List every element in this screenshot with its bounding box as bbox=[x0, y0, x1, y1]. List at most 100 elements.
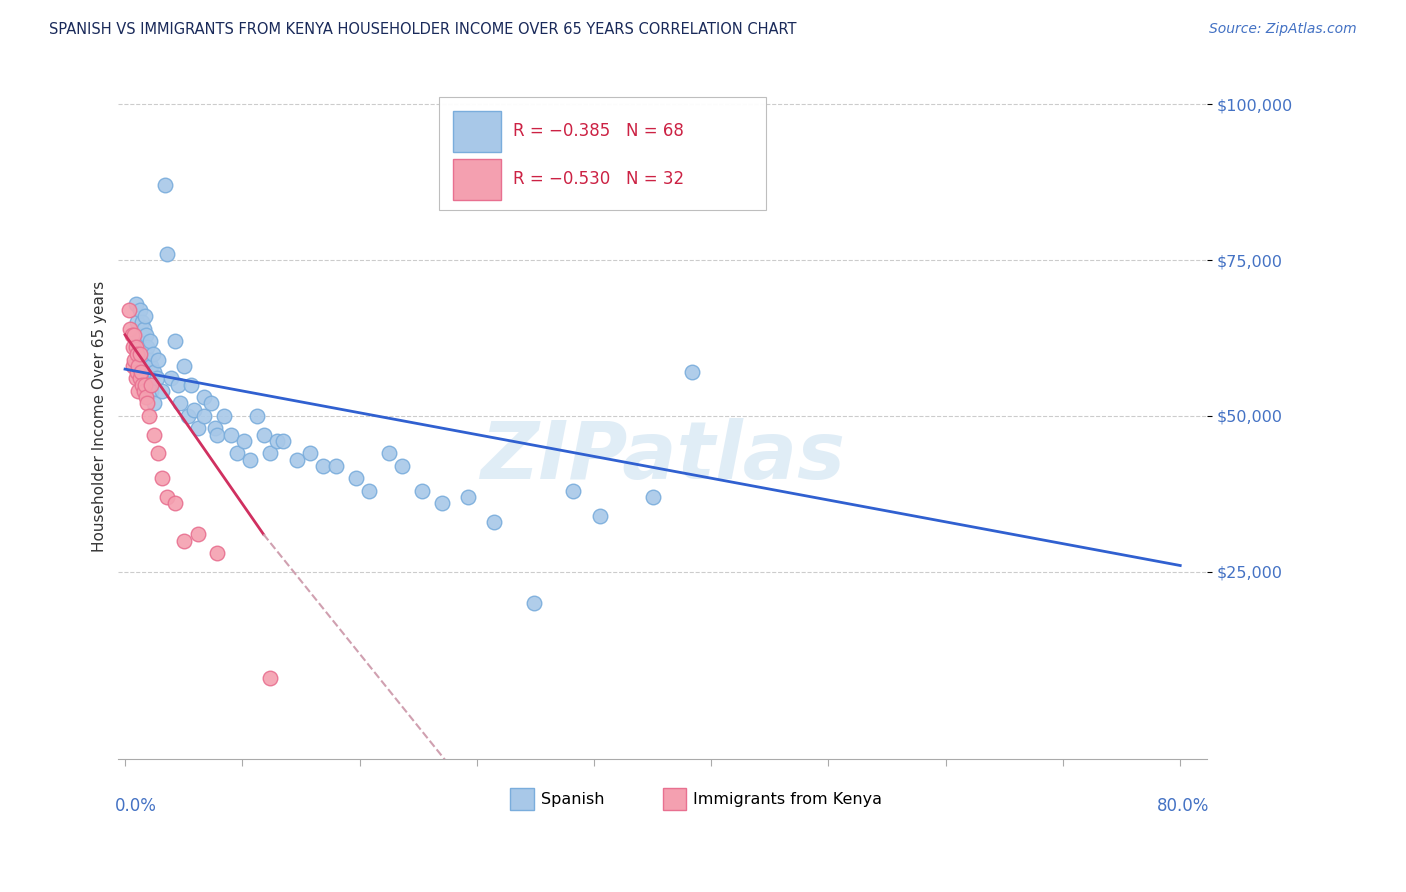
Point bbox=[138, 377, 160, 392]
Point bbox=[484, 515, 506, 529]
Point bbox=[124, 371, 146, 385]
Point bbox=[135, 327, 157, 342]
Text: Immigrants from Kenya: Immigrants from Kenya bbox=[693, 792, 882, 806]
Point bbox=[681, 365, 703, 379]
Point bbox=[285, 452, 308, 467]
FancyBboxPatch shape bbox=[662, 789, 686, 810]
Point bbox=[131, 315, 153, 329]
Point bbox=[219, 427, 242, 442]
Text: R = −0.530   N = 32: R = −0.530 N = 32 bbox=[513, 170, 685, 188]
Point bbox=[232, 434, 254, 448]
Point bbox=[143, 396, 166, 410]
FancyBboxPatch shape bbox=[440, 97, 766, 211]
Y-axis label: Householder Income Over 65 years: Householder Income Over 65 years bbox=[93, 280, 107, 551]
Point bbox=[122, 340, 145, 354]
Text: R = −0.385   N = 68: R = −0.385 N = 68 bbox=[513, 122, 685, 140]
Point bbox=[128, 371, 150, 385]
Point bbox=[138, 352, 160, 367]
Point bbox=[391, 458, 413, 473]
Point bbox=[156, 247, 179, 261]
Point bbox=[325, 458, 347, 473]
Point bbox=[562, 483, 585, 498]
Point bbox=[312, 458, 335, 473]
Point bbox=[125, 315, 148, 329]
Point bbox=[134, 346, 156, 360]
Point bbox=[134, 309, 156, 323]
Point bbox=[200, 396, 222, 410]
Point bbox=[259, 671, 281, 685]
Point bbox=[132, 384, 155, 398]
Point bbox=[129, 346, 152, 360]
Point bbox=[129, 327, 152, 342]
Point bbox=[141, 377, 163, 392]
Point bbox=[177, 409, 200, 423]
Point bbox=[124, 296, 146, 310]
Point bbox=[131, 377, 153, 392]
FancyBboxPatch shape bbox=[453, 159, 502, 200]
Point bbox=[127, 359, 149, 373]
Point bbox=[266, 434, 288, 448]
Point bbox=[135, 390, 157, 404]
Point bbox=[145, 371, 167, 385]
Point bbox=[118, 302, 141, 317]
Point bbox=[641, 490, 664, 504]
Point bbox=[127, 384, 149, 398]
Point bbox=[122, 327, 145, 342]
Point bbox=[138, 409, 160, 423]
Point bbox=[344, 471, 367, 485]
Point bbox=[125, 346, 148, 360]
Point bbox=[239, 452, 262, 467]
Point bbox=[207, 427, 229, 442]
Text: Spanish: Spanish bbox=[541, 792, 605, 806]
Point bbox=[131, 359, 153, 373]
Point bbox=[136, 340, 159, 354]
Point bbox=[132, 321, 155, 335]
Point bbox=[212, 409, 235, 423]
Point bbox=[187, 527, 209, 541]
Point bbox=[165, 334, 187, 348]
Text: ZIPatlas: ZIPatlas bbox=[479, 418, 845, 496]
FancyBboxPatch shape bbox=[510, 789, 534, 810]
Text: Source: ZipAtlas.com: Source: ZipAtlas.com bbox=[1209, 22, 1357, 37]
Point bbox=[139, 334, 162, 348]
Point bbox=[357, 483, 380, 498]
Point bbox=[169, 396, 191, 410]
Point bbox=[173, 533, 195, 548]
Point bbox=[523, 596, 546, 610]
Point bbox=[187, 421, 209, 435]
Point bbox=[259, 446, 281, 460]
Point bbox=[173, 359, 195, 373]
Point bbox=[252, 427, 274, 442]
FancyBboxPatch shape bbox=[453, 111, 502, 152]
Point bbox=[273, 434, 295, 448]
Point bbox=[193, 390, 215, 404]
Text: 80.0%: 80.0% bbox=[1156, 797, 1209, 814]
Point bbox=[122, 359, 145, 373]
Point bbox=[150, 384, 173, 398]
Point bbox=[121, 327, 143, 342]
Point bbox=[143, 427, 166, 442]
Point bbox=[160, 371, 183, 385]
Point bbox=[166, 377, 188, 392]
Point bbox=[143, 365, 166, 379]
Point bbox=[127, 334, 149, 348]
Point bbox=[165, 496, 187, 510]
Point bbox=[226, 446, 249, 460]
Point bbox=[589, 508, 612, 523]
Text: 0.0%: 0.0% bbox=[115, 797, 157, 814]
Text: SPANISH VS IMMIGRANTS FROM KENYA HOUSEHOLDER INCOME OVER 65 YEARS CORRELATION CH: SPANISH VS IMMIGRANTS FROM KENYA HOUSEHO… bbox=[49, 22, 797, 37]
Point bbox=[246, 409, 269, 423]
Point bbox=[298, 446, 321, 460]
Point bbox=[134, 377, 156, 392]
Point bbox=[146, 446, 169, 460]
Point bbox=[180, 377, 202, 392]
Point bbox=[411, 483, 433, 498]
Point bbox=[153, 178, 176, 193]
Point bbox=[135, 365, 157, 379]
Point bbox=[122, 352, 145, 367]
Point bbox=[183, 402, 205, 417]
Point bbox=[128, 302, 150, 317]
Point bbox=[156, 490, 179, 504]
Point bbox=[125, 365, 148, 379]
Point bbox=[136, 396, 159, 410]
